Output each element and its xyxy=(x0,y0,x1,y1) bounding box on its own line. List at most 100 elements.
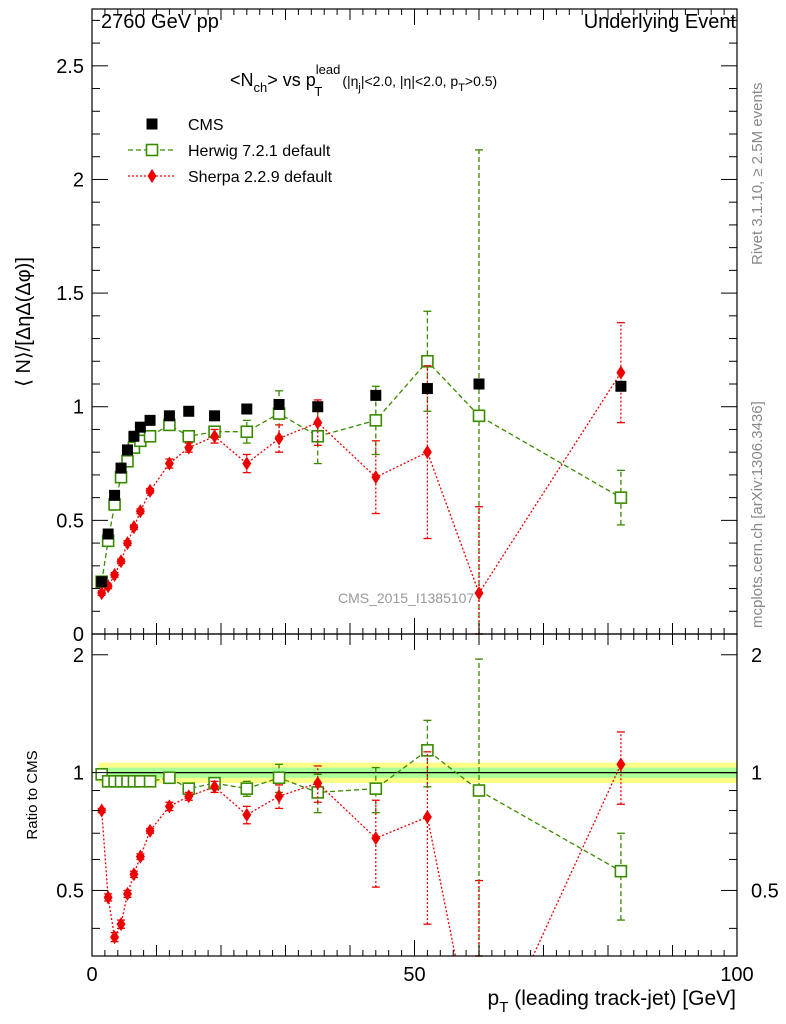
main-sherpa-point xyxy=(242,456,252,471)
main-cms-point xyxy=(134,421,146,433)
main-sherpa-point xyxy=(210,429,220,444)
main-sherpa-point xyxy=(116,554,126,569)
main-cms-point xyxy=(109,489,121,501)
main-ylabel: ⟨ N⟩/[ΔηΔ(Δφ)] xyxy=(13,257,35,387)
title-sel: (|η xyxy=(342,73,358,89)
main-ytick-label: 1.5 xyxy=(56,283,84,305)
main-sherpa-point xyxy=(313,415,323,430)
ratio-sherpa-point xyxy=(210,779,220,794)
main-cms-point xyxy=(128,430,140,442)
side-label-mcplots: mcplots.cern.ch [arXiv:1306.3436] xyxy=(749,401,766,628)
ratio-sherpa-point xyxy=(313,776,323,791)
ratio-herwig-point xyxy=(240,782,254,795)
ratio-ytick-label-right: 0.5 xyxy=(751,880,779,902)
main-cms-point xyxy=(615,380,627,392)
side-label-rivet: Rivet 3.1.10, ≥ 2.5M events xyxy=(749,83,766,266)
main-sherpa-point xyxy=(422,445,432,460)
main-herwig-point xyxy=(472,409,486,423)
main-cms-point xyxy=(163,410,175,422)
main-cms-point xyxy=(96,576,108,588)
main-frame xyxy=(91,8,738,635)
ratio-sherpa-point xyxy=(135,849,145,864)
main-ytick-label: 0.5 xyxy=(56,510,84,532)
ratio-herwig-point xyxy=(95,768,108,781)
main-cms-point xyxy=(209,410,221,422)
main-sherpa-point xyxy=(274,431,284,446)
legend-label: Herwig 7.2.1 default xyxy=(188,143,331,160)
ratio-herwig-line xyxy=(101,749,622,872)
main-ytick-label: 0 xyxy=(73,624,84,646)
ratio-ytick-label: 1 xyxy=(73,763,84,785)
main-ytick-label: 2 xyxy=(73,169,84,191)
ratio-sherpa-point xyxy=(616,757,626,772)
main-sherpa-point xyxy=(110,567,120,582)
title-sub2: T xyxy=(314,84,322,99)
ratio-panel: 0.5 0.5 1 1 2 2 0 50 100 Ratio to CMS pT (leading … xyxy=(24,633,779,1016)
ratio-sherpa-point xyxy=(371,831,381,846)
ratio-sherpa-point xyxy=(164,799,174,814)
ratio-frame xyxy=(91,633,738,957)
main-ytick-label: 1 xyxy=(73,397,84,419)
main-sherpa-point xyxy=(122,536,132,551)
main-herwig-line xyxy=(101,360,622,582)
main-ytick-label: 2.5 xyxy=(56,56,84,78)
title-sub1: ch xyxy=(254,80,268,95)
plot-title: <Nch> vs plead T(|ηj|<2.0, |η|<2.0, pT>0.… xyxy=(230,62,497,99)
legend: CMS Herwig 7.2.1 default Sherpa 2.2.9 defa… xyxy=(128,117,333,186)
ratio-sherpa-point xyxy=(145,823,155,838)
main-herwig-point xyxy=(143,429,157,443)
ratio-herwig-point xyxy=(614,864,628,878)
main-sherpa-point xyxy=(129,520,139,535)
ratio-sherpa-point xyxy=(122,886,132,901)
main-sherpa-point xyxy=(616,365,626,380)
main-panel: 0 0.5 1 1.5 2 2.5 ⟨ N⟩/[ΔηΔ(Δφ)] CMS Herwig 7.2.… xyxy=(13,8,738,646)
ratio-herwig-point xyxy=(143,775,157,788)
main-sherpa-point xyxy=(474,586,484,601)
header-left: 2760 GeV pp xyxy=(101,11,219,33)
ratio-ytick-label: 2 xyxy=(73,645,84,667)
ratio-ylabel: Ratio to CMS xyxy=(24,750,41,839)
ratio-sherpa-point xyxy=(103,890,113,905)
legend-label: Sherpa 2.2.9 default xyxy=(188,169,333,186)
main-cms-point xyxy=(144,414,156,426)
main-cms-point xyxy=(115,462,127,474)
main-herwig-point xyxy=(240,425,254,439)
x-axis-label-p: p xyxy=(488,987,500,1010)
legend-herwig-marker xyxy=(145,143,159,157)
main-cms-point xyxy=(273,398,285,410)
title-mid: > vs p xyxy=(267,70,316,90)
ratio-herwig-point xyxy=(472,784,486,797)
ratio-sherpa-line xyxy=(101,764,622,956)
ratio-sherpa-point xyxy=(97,803,107,818)
ratio-sherpa-point xyxy=(274,789,284,804)
ratio-herwig-point xyxy=(163,771,176,785)
main-sherpa-point xyxy=(97,586,107,601)
header-right: Underlying Event xyxy=(584,11,737,33)
main-cms-point xyxy=(473,378,485,390)
main-sherpa-line xyxy=(101,372,622,595)
main-cms-point xyxy=(183,405,195,417)
main-sherpa-point xyxy=(135,504,145,519)
main-sherpa-point xyxy=(164,456,174,471)
ratio-xtick-label: 0 xyxy=(86,964,97,986)
legend-label: CMS xyxy=(188,117,224,134)
title-main: <N xyxy=(230,70,254,90)
main-cms-point xyxy=(102,528,114,540)
legend-cms-marker xyxy=(146,118,158,130)
ratio-ytick-label: 0.5 xyxy=(56,880,84,902)
ratio-herwig-point xyxy=(369,782,383,795)
main-herwig-point xyxy=(614,491,628,504)
title-sel-sub: j xyxy=(357,82,360,94)
main-cms-point xyxy=(421,383,433,395)
ratio-sherpa-point xyxy=(242,807,252,822)
ratio-sherpa-point xyxy=(129,867,139,882)
x-axis-label-sub: T xyxy=(499,999,508,1016)
title-sel3: >0.5) xyxy=(465,73,497,89)
ratio-xtick-label: 100 xyxy=(720,964,753,986)
ratio-xtick-label: 50 xyxy=(403,964,425,986)
title-sel-sub2: T xyxy=(458,82,465,94)
ratio-herwig-point xyxy=(272,771,286,785)
main-herwig-point xyxy=(182,429,196,443)
ratio-ytick-label-right: 2 xyxy=(751,645,762,667)
